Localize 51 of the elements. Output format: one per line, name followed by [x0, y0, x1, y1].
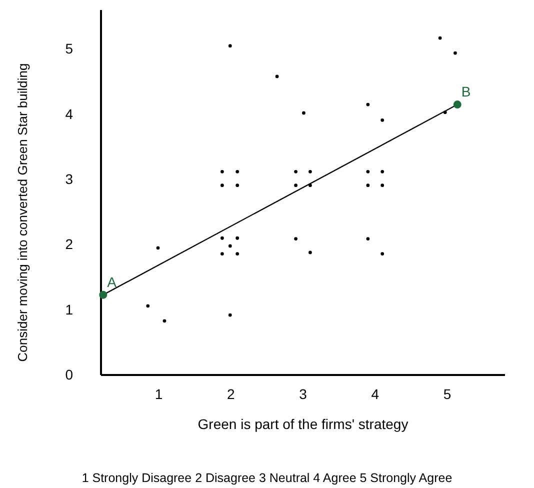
y-axis-title: Consider moving into converted Green Star building [15, 63, 30, 362]
x-tick-label: 2 [226, 386, 235, 402]
point [228, 44, 232, 48]
y-tick-label: 1 [65, 301, 74, 318]
point [228, 313, 232, 317]
point [236, 252, 240, 256]
point [453, 100, 462, 108]
annotation: B [461, 84, 471, 100]
point [366, 102, 370, 106]
point [294, 184, 298, 188]
point [228, 244, 232, 248]
point [380, 184, 384, 188]
y-tick-label: 5 [65, 40, 74, 57]
point [220, 184, 224, 188]
point [236, 170, 240, 174]
point [438, 36, 442, 40]
point [454, 51, 457, 55]
point [308, 170, 312, 174]
annotation: A [107, 274, 118, 290]
y-tick-label: 0 [65, 366, 74, 382]
point [380, 118, 384, 122]
y-tick-label: 3 [65, 170, 74, 187]
point [146, 304, 150, 308]
point [380, 170, 384, 174]
x-tick-label: 3 [299, 386, 308, 402]
x-tick-label: 1 [154, 386, 163, 402]
x-tick-label: 5 [443, 386, 452, 402]
point [220, 252, 224, 256]
point [308, 250, 312, 254]
point [308, 184, 312, 188]
x-tick-label: 4 [371, 386, 380, 402]
point [236, 236, 240, 240]
x-axis-title: Green is part of the firms' strategy [198, 416, 408, 432]
point [366, 184, 370, 188]
y-tick-label: 2 [65, 236, 74, 252]
point [220, 170, 224, 174]
point [366, 237, 370, 240]
point [99, 290, 108, 299]
point [366, 170, 370, 174]
point [162, 319, 166, 323]
y-tick-label: 4 [65, 106, 74, 122]
point [302, 111, 306, 115]
point [275, 74, 279, 78]
point [294, 170, 298, 174]
point [294, 237, 298, 240]
point [236, 184, 240, 188]
point [380, 252, 384, 256]
point [443, 110, 447, 114]
point [220, 236, 224, 240]
text: 1 Strongly Disagree 2 Disagree 3 Neutral 4 Agree 5 Strongly Agree [82, 471, 452, 485]
point [156, 246, 160, 250]
